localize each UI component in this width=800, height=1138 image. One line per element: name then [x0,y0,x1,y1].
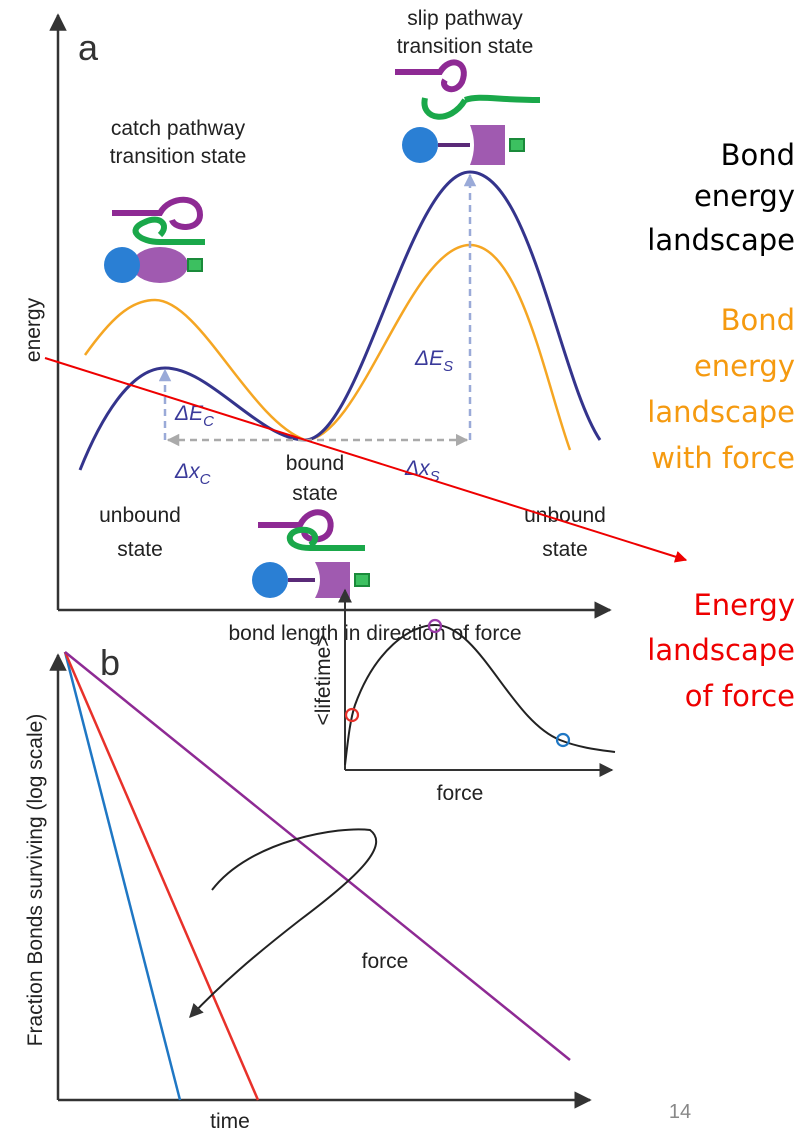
panel-letter: b [100,642,120,683]
x-axis-label: bond length in direction of force [228,622,521,645]
delta-x-c: ΔxC [174,460,211,488]
bound-icon [252,512,369,598]
y-axis-label: energy [22,297,45,362]
force-line [45,358,686,560]
arrow-label: force [362,950,409,973]
delta-e-c: ΔEC [174,402,214,430]
bond-landscape [80,172,600,470]
delta-e-s: ΔES [414,347,453,375]
lifetime-curve [345,625,615,765]
slide: a energy bond length in direction of for… [0,0,800,1138]
page-number: 14 [669,1101,691,1123]
force-arrow [190,829,376,1017]
panel-b-axes [58,590,612,1100]
slip-icon [395,62,540,165]
catch-icon [104,200,205,283]
panel-letter: a [78,27,99,68]
inset-x-label: force [437,782,484,805]
dimension-arrows [165,175,470,440]
x-axis-label: time [210,1110,250,1133]
inset-y-label: <lifetime> [312,634,335,725]
y-axis-label: Fraction Bonds surviving (log scale) [24,714,47,1047]
